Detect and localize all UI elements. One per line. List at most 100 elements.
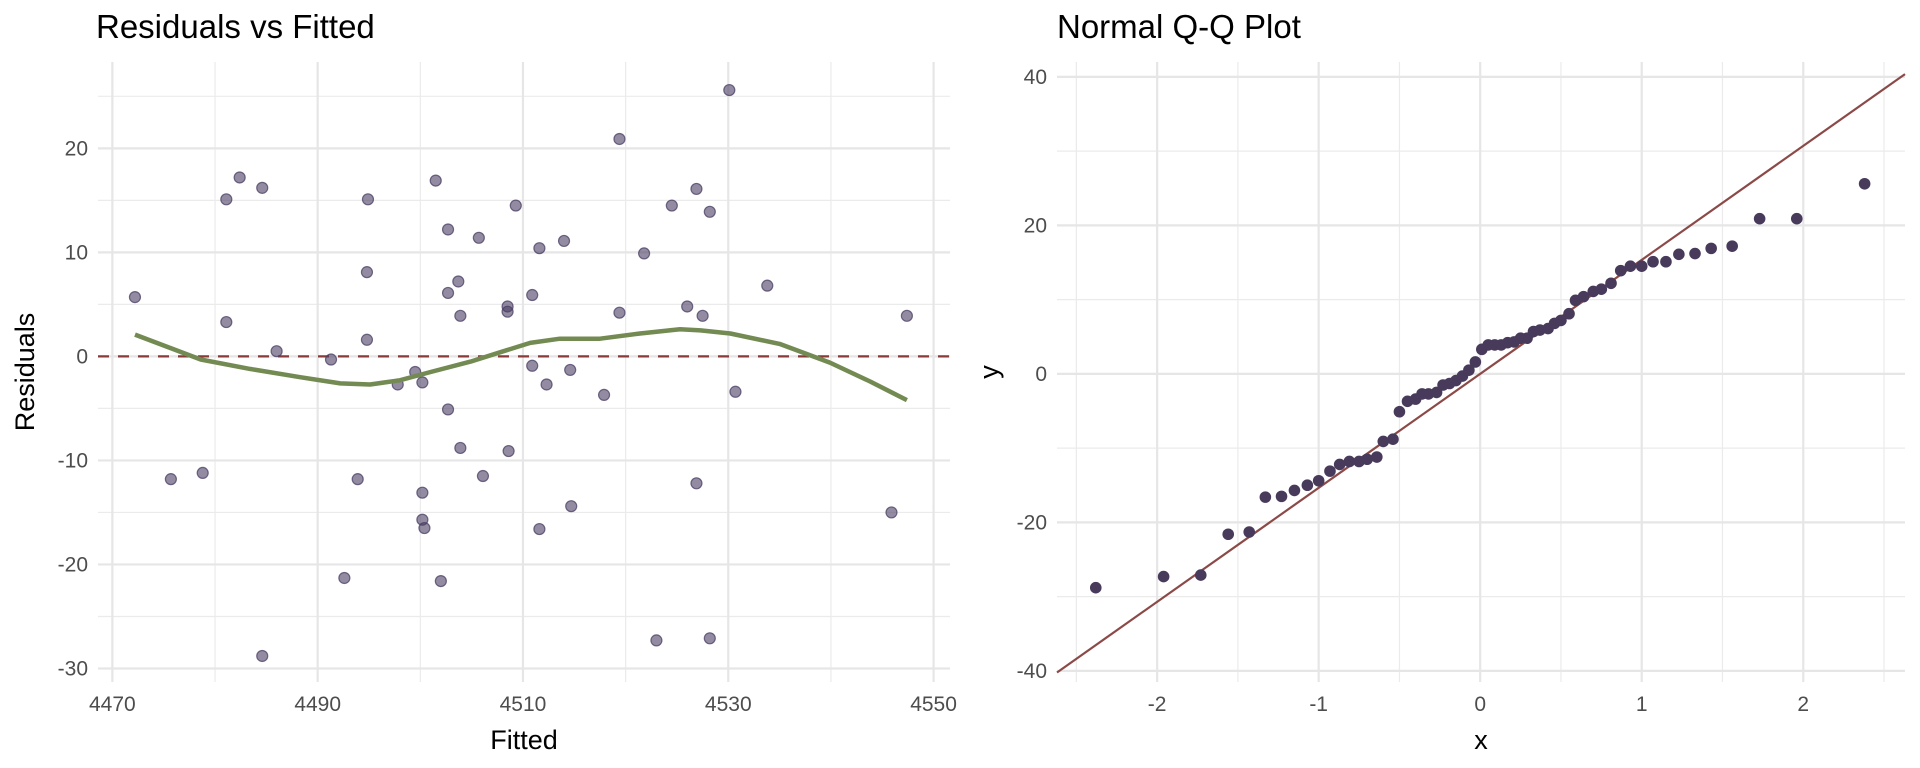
data-point [454,309,467,322]
data-point [1312,474,1325,487]
data-point [476,469,490,483]
data-point [703,632,716,645]
data-point [1243,526,1256,538]
data-point [723,83,736,97]
data-point [1555,314,1567,327]
data-point [1647,255,1659,268]
y-tick-label: -40 [1017,660,1047,683]
data-point [1275,490,1288,503]
data-point [1371,451,1383,463]
data-point [324,353,338,366]
data-point [1605,277,1617,290]
data-point [351,473,364,486]
data-point [441,403,455,416]
data-point [557,234,571,248]
data-point [613,306,626,319]
data-point [256,649,269,663]
data-point [1624,260,1637,272]
data-point [256,181,269,194]
x-tick-label: 1 [1636,693,1648,716]
data-point [533,242,546,255]
data-point [360,333,374,346]
data-point [1259,491,1272,503]
y-axis-title: Residuals [10,313,40,432]
x-tick-label: -2 [1148,693,1167,716]
data-point [1361,453,1373,466]
data-point [220,193,233,206]
data-point [429,174,442,187]
y-tick-label: 0 [76,345,88,368]
data-point [502,444,515,458]
qq-plot-panel: Normal Q-Q Plot -2 -1 0 1 2 -40 -20 0 20 40 x y [960,0,1920,768]
data-point [597,388,611,401]
x-tick-label: -1 [1309,693,1328,716]
data-point [1301,479,1314,492]
data-point [729,385,742,398]
data-point [1387,433,1399,445]
x-tick-label: 4550 [910,693,957,716]
data-point [338,571,351,585]
residuals-vs-fitted-plot: 4470 4490 4510 4530 4550 -30 -20 -10 0 10 20 Fitted… [10,62,957,755]
data-point [690,182,703,196]
y-tick-label: 20 [65,137,88,160]
data-point [233,171,246,184]
chart-title: Normal Q-Q Plot [1057,8,1301,45]
data-point [690,477,703,490]
y-tick-label: 20 [1024,214,1047,237]
data-point [1726,240,1738,252]
data-point [533,522,546,536]
data-point [613,132,626,146]
data-point [565,500,578,513]
data-point [526,288,539,302]
data-point [416,376,429,389]
residuals-vs-fitted-panel: Residuals vs Fitted 4470 4490 4510 4530 4550… [10,8,957,755]
data-point [1463,364,1475,376]
data-point [1790,212,1803,225]
data-point [220,315,233,329]
x-tick-label: 2 [1797,693,1809,716]
data-point [665,199,678,212]
y-tick-label: 10 [65,241,88,264]
data-point [1614,264,1627,277]
data-point [360,266,374,279]
data-point [1469,356,1482,368]
data-point [1393,405,1406,418]
data-point [1343,455,1356,468]
data-point [434,574,447,588]
x-axis-title: x [1474,725,1488,755]
y-tick-label: -30 [58,657,88,680]
x-tick-label: 0 [1474,693,1486,716]
data-point [1577,290,1590,303]
data-point [638,247,651,260]
normal-qq-plot: -2 -1 0 1 2 -40 -20 0 20 40 x y [974,62,1906,755]
data-point [1324,465,1336,477]
y-tick-label: -20 [1017,511,1047,534]
data-point [270,345,283,358]
data-point [1222,528,1235,541]
y-tick-label: 40 [1024,66,1047,89]
data-point [472,231,485,244]
data-point [361,193,375,206]
data-point [1563,307,1575,320]
data-point [509,199,522,212]
x-tick-label: 4530 [705,693,752,716]
y-tick-label: -10 [58,449,88,472]
data-point [564,363,577,377]
data-point [650,634,663,647]
data-point [681,300,694,313]
data-point [164,473,177,486]
data-point [1089,581,1102,594]
data-point [900,309,913,322]
x-axis-title: Fitted [490,725,558,755]
y-tick-label: 0 [1035,363,1047,386]
data-point [885,506,898,519]
data-point [1333,458,1346,471]
loess-smooth-line [134,327,908,403]
data-point [1194,569,1207,581]
data-point [540,378,553,391]
data-point [418,521,431,535]
chart-title: Residuals vs Fitted [96,8,375,45]
data-point [696,309,709,322]
data-point [1635,260,1648,272]
data-point [1689,247,1701,260]
